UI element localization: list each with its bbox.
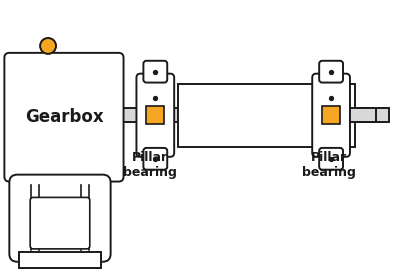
Bar bbox=[178, 84, 354, 147]
FancyBboxPatch shape bbox=[136, 74, 174, 157]
FancyBboxPatch shape bbox=[143, 148, 167, 170]
Bar bbox=[345, 108, 375, 122]
FancyBboxPatch shape bbox=[312, 74, 349, 157]
Bar bbox=[321, 106, 339, 124]
FancyBboxPatch shape bbox=[143, 61, 167, 83]
FancyBboxPatch shape bbox=[4, 53, 123, 181]
Text: Pillar
bearing: Pillar bearing bbox=[123, 151, 177, 179]
FancyBboxPatch shape bbox=[318, 148, 342, 170]
FancyBboxPatch shape bbox=[9, 175, 110, 262]
Text: Gearbox: Gearbox bbox=[24, 108, 103, 126]
Text: Pillar
bearing: Pillar bearing bbox=[302, 151, 355, 179]
Bar bbox=[118, 108, 388, 122]
FancyBboxPatch shape bbox=[318, 61, 342, 83]
Bar bbox=[146, 106, 164, 124]
FancyBboxPatch shape bbox=[30, 198, 89, 249]
Bar bbox=[19, 252, 100, 268]
Circle shape bbox=[40, 38, 56, 54]
